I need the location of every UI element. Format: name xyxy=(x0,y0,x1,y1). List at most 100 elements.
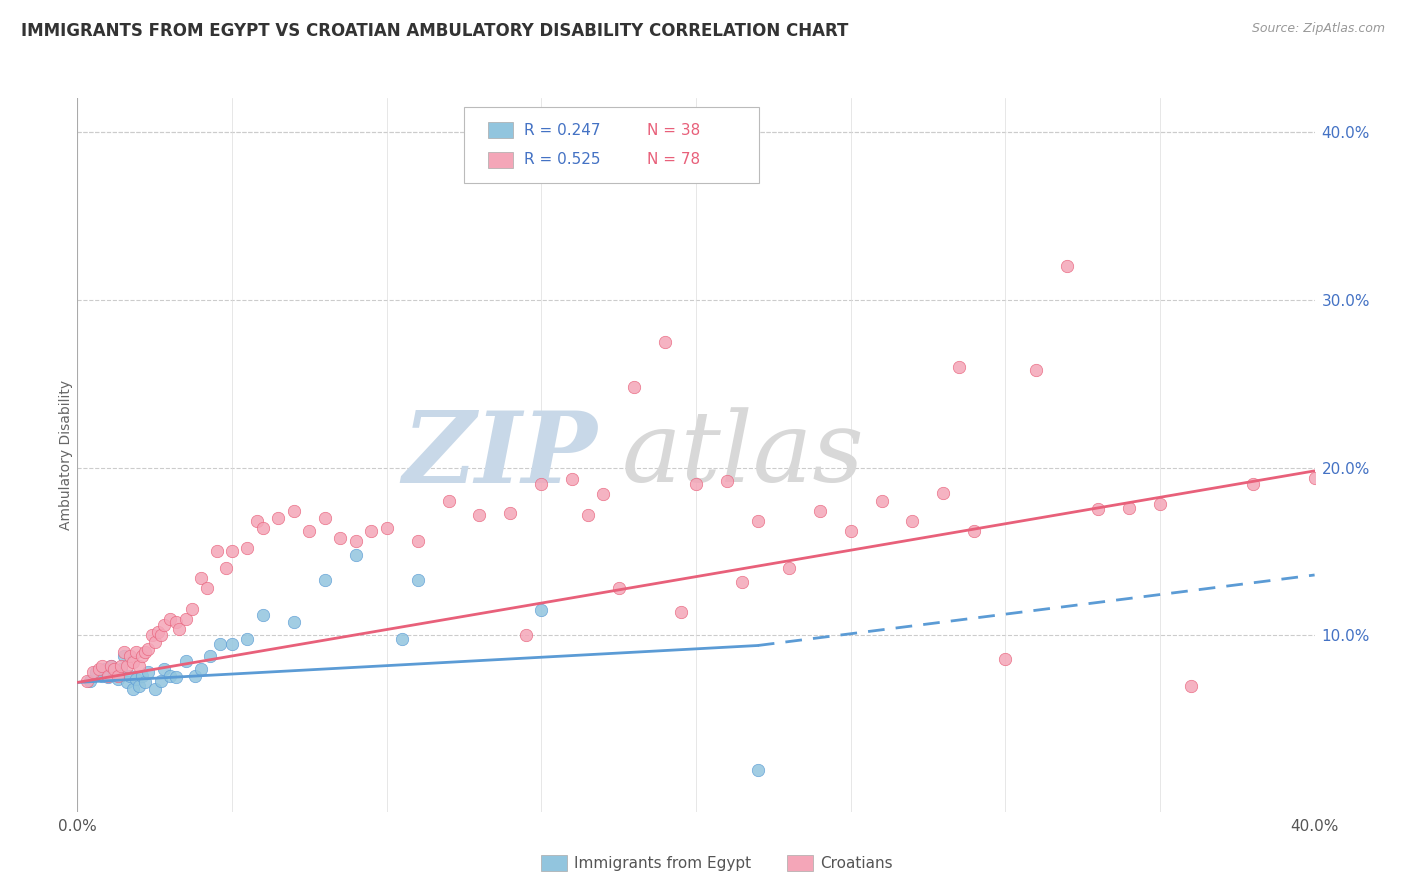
Point xyxy=(100,658,122,673)
Point xyxy=(963,524,986,539)
Point xyxy=(84,665,107,680)
Point xyxy=(159,612,181,626)
Point xyxy=(146,625,169,640)
Point xyxy=(669,605,692,619)
Point xyxy=(131,648,153,663)
Point xyxy=(76,673,98,688)
Point xyxy=(91,658,114,673)
Point xyxy=(87,662,110,676)
Point xyxy=(360,524,382,539)
Point xyxy=(208,637,231,651)
Point xyxy=(252,521,274,535)
Point xyxy=(623,380,645,394)
Point xyxy=(100,658,122,673)
Point xyxy=(165,670,187,684)
Point xyxy=(149,673,172,688)
Text: R = 0.525: R = 0.525 xyxy=(524,153,600,167)
Point xyxy=(138,641,160,656)
Point xyxy=(118,669,141,683)
Point xyxy=(149,628,172,642)
Point xyxy=(870,494,893,508)
Text: Source: ZipAtlas.com: Source: ZipAtlas.com xyxy=(1251,22,1385,36)
Point xyxy=(246,514,269,528)
Point xyxy=(1025,363,1047,377)
Text: R = 0.247: R = 0.247 xyxy=(524,123,600,137)
Point xyxy=(344,534,367,549)
Point xyxy=(267,511,290,525)
Point xyxy=(79,673,101,688)
Point xyxy=(115,658,138,673)
Point xyxy=(165,615,187,629)
Point xyxy=(236,632,259,646)
Point xyxy=(778,561,800,575)
Point xyxy=(190,662,212,676)
Point xyxy=(499,506,522,520)
Point xyxy=(200,648,222,663)
Point xyxy=(1180,679,1202,693)
Point xyxy=(138,665,160,680)
Point xyxy=(103,665,125,680)
Point xyxy=(283,504,305,518)
Point xyxy=(576,508,599,522)
Point xyxy=(314,511,336,525)
Point xyxy=(530,603,553,617)
Point xyxy=(329,531,352,545)
Point xyxy=(153,662,176,676)
Point xyxy=(205,544,228,558)
Point xyxy=(406,534,429,549)
Point xyxy=(731,574,754,589)
Point xyxy=(143,682,166,697)
Point xyxy=(112,648,135,663)
Point xyxy=(994,652,1017,666)
Point xyxy=(125,672,148,686)
Point xyxy=(190,571,212,585)
Point xyxy=(221,637,243,651)
Point xyxy=(128,679,150,693)
Point xyxy=(344,548,367,562)
Point xyxy=(215,561,238,575)
Point xyxy=(515,628,537,642)
Point xyxy=(125,645,148,659)
Point xyxy=(298,524,321,539)
Point xyxy=(685,477,707,491)
Point xyxy=(561,472,583,486)
Point xyxy=(82,665,104,680)
Point xyxy=(91,669,114,683)
Point xyxy=(1241,477,1264,491)
Point xyxy=(1303,470,1326,484)
Point xyxy=(406,573,429,587)
Text: IMMIGRANTS FROM EGYPT VS CROATIAN AMBULATORY DISABILITY CORRELATION CHART: IMMIGRANTS FROM EGYPT VS CROATIAN AMBULA… xyxy=(21,22,848,40)
Point xyxy=(747,514,769,528)
Point xyxy=(375,521,398,535)
Point xyxy=(1118,500,1140,515)
Point xyxy=(948,359,970,374)
Point xyxy=(115,675,138,690)
Point xyxy=(932,485,955,500)
Point xyxy=(1149,498,1171,512)
Point xyxy=(122,655,145,669)
Point xyxy=(468,508,491,522)
Point xyxy=(195,582,218,596)
Point xyxy=(184,669,207,683)
Point xyxy=(153,618,176,632)
Point xyxy=(169,622,191,636)
Point xyxy=(1056,259,1078,273)
Point xyxy=(122,682,145,697)
Point xyxy=(174,612,197,626)
Point xyxy=(143,635,166,649)
Text: ZIP: ZIP xyxy=(402,407,598,503)
Point xyxy=(141,628,163,642)
Point xyxy=(607,582,630,596)
Point xyxy=(110,658,132,673)
Point xyxy=(221,544,243,558)
Point xyxy=(97,669,120,683)
Point xyxy=(131,669,153,683)
Point xyxy=(159,669,181,683)
Point xyxy=(654,334,676,349)
Point xyxy=(314,573,336,587)
Point xyxy=(134,645,156,659)
Text: Immigrants from Egypt: Immigrants from Egypt xyxy=(574,856,751,871)
Point xyxy=(530,477,553,491)
Point xyxy=(1087,502,1109,516)
Point xyxy=(107,669,129,683)
